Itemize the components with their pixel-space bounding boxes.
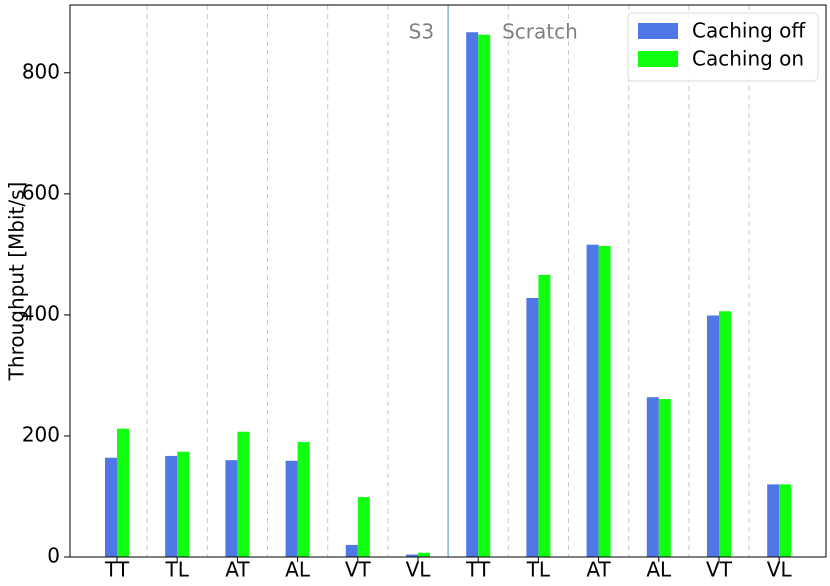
bar [165,455,178,557]
y-tick-label: 400 [22,301,60,325]
bar [478,34,491,557]
x-tick-label: AT [225,558,250,582]
annotation: S3 [409,20,434,44]
legend-swatch [638,51,678,67]
bar [658,399,671,557]
x-tick-label: TL [526,558,551,582]
bar [117,428,129,557]
bar [225,460,238,557]
bar [719,311,731,557]
x-tick-label: VT [345,558,372,582]
x-tick-label: AL [285,558,311,582]
x-tick-label: VL [767,558,793,582]
x-tick-label: TT [104,558,130,582]
bar [538,274,551,557]
bar [237,431,250,557]
annotation: Scratch [502,20,578,44]
bar [779,484,792,557]
bar [105,457,117,557]
bar [418,552,430,557]
x-tick-label: AL [646,558,672,582]
legend-label: Caching off [692,19,806,43]
bar [707,315,719,557]
y-tick-label: 800 [22,59,60,83]
x-tick-label: VL [406,558,432,582]
y-axis-label: Throughput [Mbit/s] [5,182,29,382]
bar [406,554,418,557]
bar [767,484,780,557]
bar [646,397,659,557]
legend-label: Caching on [692,47,804,71]
bar [285,460,298,557]
y-tick-label: 0 [47,544,60,568]
y-tick-label: 200 [22,422,60,446]
x-tick-label: TL [165,558,190,582]
x-tick-label: AT [586,558,611,582]
bar [177,451,190,557]
legend-swatch [638,23,678,39]
bar [598,245,611,558]
y-tick-label: 600 [22,180,60,204]
plot-frame [69,4,827,558]
bar [526,297,539,557]
bar [357,497,370,557]
bar [586,244,599,557]
bar [466,32,479,558]
x-tick-label: TT [465,558,491,582]
bar [345,544,358,557]
x-tick-label: VT [706,558,733,582]
bar [297,442,310,557]
